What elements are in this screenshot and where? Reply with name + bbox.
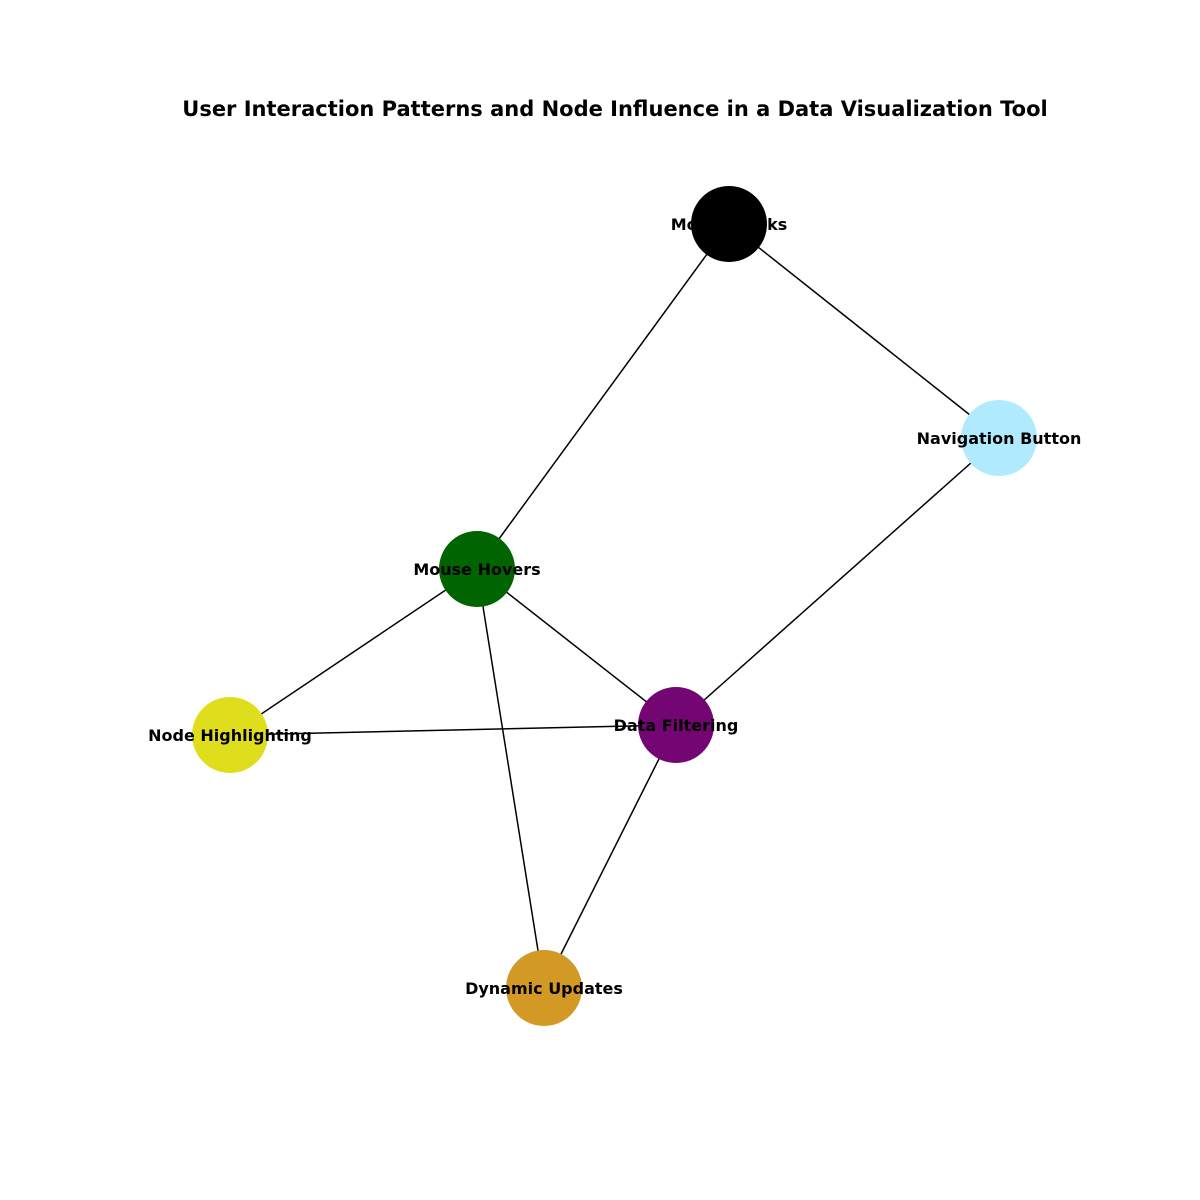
node-label-dynamic-updates: Dynamic Updates xyxy=(465,979,623,998)
nodes-layer xyxy=(192,186,1037,1026)
edge-mouse-clicks-navigation-button xyxy=(728,223,1000,439)
edge-mouse-clicks-mouse-hovers xyxy=(476,223,730,570)
node-navigation-button[interactable] xyxy=(961,400,1037,476)
node-dynamic-updates[interactable] xyxy=(506,950,582,1026)
node-label-mouse-hovers: Mouse Hovers xyxy=(413,560,540,579)
node-label-navigation-button: Navigation Button xyxy=(917,429,1082,448)
node-label-node-highlighting: Node Highlighting xyxy=(148,726,312,745)
node-label-mouse-clicks: Mouse Clicks xyxy=(671,215,788,234)
labels-layer: Mouse Clicks Navigation Button Mouse Hover… xyxy=(148,215,1081,998)
edge-mouse-hovers-dynamic-updates xyxy=(476,568,545,989)
diagram-title: User Interaction Patterns and Node Influ… xyxy=(182,97,1047,121)
edges-layer xyxy=(229,223,1000,989)
node-mouse-clicks[interactable] xyxy=(691,186,767,262)
edge-node-highlighting-data-filtering xyxy=(229,724,677,736)
edge-mouse-hovers-node-highlighting xyxy=(229,568,478,736)
node-mouse-hovers[interactable] xyxy=(439,531,515,607)
edge-navigation-button-data-filtering xyxy=(675,437,1000,726)
node-node-highlighting[interactable] xyxy=(192,697,268,773)
node-data-filtering[interactable] xyxy=(638,687,714,763)
node-label-data-filtering: Data Filtering xyxy=(614,716,739,735)
edge-mouse-hovers-data-filtering xyxy=(476,568,677,726)
edge-data-filtering-dynamic-updates xyxy=(543,724,677,989)
